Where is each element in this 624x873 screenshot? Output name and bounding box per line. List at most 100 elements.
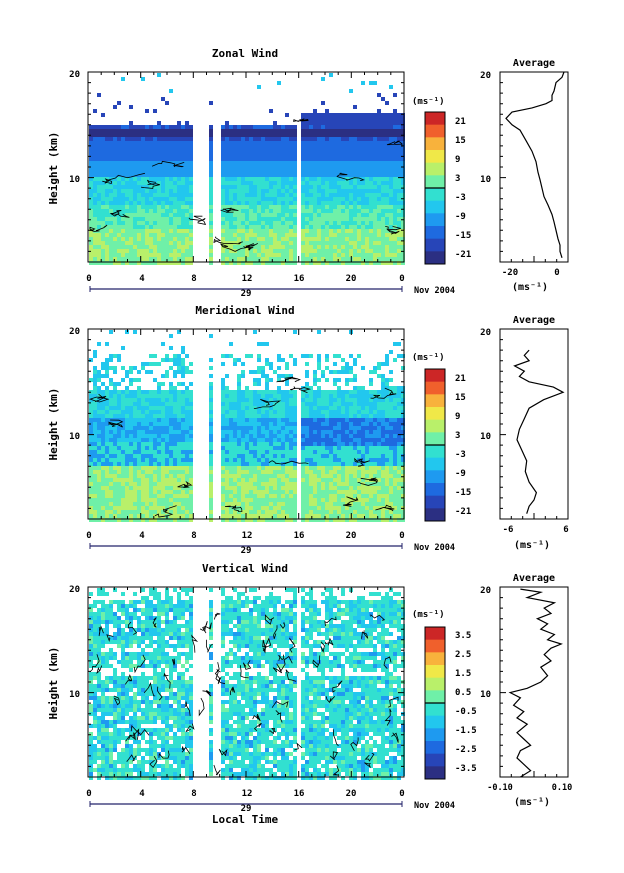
heatmap-cell bbox=[353, 193, 357, 197]
heatmap-cell bbox=[225, 434, 229, 438]
heatmap-cell bbox=[285, 458, 289, 462]
heatmap-cell bbox=[105, 253, 109, 257]
heatmap-cell bbox=[285, 478, 289, 482]
heatmap-cell bbox=[341, 249, 345, 253]
heatmap-cell bbox=[253, 249, 257, 253]
heatmap-cell bbox=[249, 426, 253, 430]
heatmap-cell bbox=[353, 237, 357, 241]
heatmap-cell bbox=[225, 237, 229, 241]
heatmap-cell bbox=[189, 237, 193, 241]
heatmap-cell bbox=[281, 518, 285, 522]
heatmap-cell bbox=[209, 133, 213, 137]
heatmap-cell bbox=[301, 125, 305, 129]
heatmap-cell bbox=[345, 466, 349, 470]
heatmap-cell bbox=[277, 209, 281, 213]
heatmap-cell bbox=[113, 406, 117, 410]
heatmap-cell bbox=[233, 173, 237, 177]
profile-ticks bbox=[499, 256, 569, 262]
heatmap-cell bbox=[133, 209, 137, 213]
heatmap-cell bbox=[157, 149, 161, 153]
heatmap-cell bbox=[261, 474, 265, 478]
heatmap-cell bbox=[253, 486, 257, 490]
heatmap-cell bbox=[245, 145, 249, 149]
heatmap-cell bbox=[165, 185, 169, 189]
heatmap-cell bbox=[321, 209, 325, 213]
heatmap-cell bbox=[373, 241, 377, 245]
heatmap-cell bbox=[265, 462, 269, 466]
heatmap-cell bbox=[369, 165, 373, 169]
heatmap-cell bbox=[281, 193, 285, 197]
heatmap-cell bbox=[157, 217, 161, 221]
heatmap-cell bbox=[209, 225, 213, 229]
heatmap-cell bbox=[361, 165, 365, 169]
heatmap-cell bbox=[145, 450, 149, 454]
heatmap-cell bbox=[169, 137, 173, 141]
heatmap-cell bbox=[181, 426, 185, 430]
heatmap-cell bbox=[181, 193, 185, 197]
heatmap-cell bbox=[165, 502, 169, 506]
heatmap-cell bbox=[317, 390, 321, 394]
heatmap-cell bbox=[173, 253, 177, 257]
heatmap-cell bbox=[109, 217, 113, 221]
heatmap-cell bbox=[385, 201, 389, 205]
heatmap-cell bbox=[289, 129, 293, 133]
heatmap-cell bbox=[265, 438, 269, 442]
heatmap-cell bbox=[241, 482, 245, 486]
heatmap-cell bbox=[253, 442, 257, 446]
heatmap-cell bbox=[293, 217, 297, 221]
heatmap-cell bbox=[89, 245, 93, 249]
heatmap-cell bbox=[189, 189, 193, 193]
heatmap-cell bbox=[129, 157, 133, 161]
heatmap-cell bbox=[357, 490, 361, 494]
heatmap-cell bbox=[265, 205, 269, 209]
heatmap-cell bbox=[153, 458, 157, 462]
heatmap-cell bbox=[93, 161, 97, 165]
heatmap-cell bbox=[281, 173, 285, 177]
heatmap-cell bbox=[109, 434, 113, 438]
heatmap-cell bbox=[273, 121, 277, 125]
heatmap-cell bbox=[401, 113, 405, 117]
heatmap-cell bbox=[333, 430, 337, 434]
heatmap-cell bbox=[357, 229, 361, 233]
heatmap-cell bbox=[373, 209, 377, 213]
heatmap-cell bbox=[337, 474, 341, 478]
heatmap-cell bbox=[129, 133, 133, 137]
heatmap-cell bbox=[161, 442, 165, 446]
heatmap-cell bbox=[357, 137, 361, 141]
heatmap-cell bbox=[349, 490, 353, 494]
heatmap-cell bbox=[357, 498, 361, 502]
heatmap-cell bbox=[333, 462, 337, 466]
heatmap-cell bbox=[289, 157, 293, 161]
heatmap-cell bbox=[273, 229, 277, 233]
heatmap-cell bbox=[261, 502, 265, 506]
heatmap-cell bbox=[345, 398, 349, 402]
heatmap-cell bbox=[317, 157, 321, 161]
heatmap-cell bbox=[385, 233, 389, 237]
heatmap-cell bbox=[289, 450, 293, 454]
heatmap-cell bbox=[253, 205, 257, 209]
heatmap-cell bbox=[169, 173, 173, 177]
heatmap-cell bbox=[285, 129, 289, 133]
heatmap-cell bbox=[233, 165, 237, 169]
heatmap-cell bbox=[377, 149, 381, 153]
heatmap-cell bbox=[305, 414, 309, 418]
heatmap-cell bbox=[321, 161, 325, 165]
heatmap-cell bbox=[265, 209, 269, 213]
heatmap-cell bbox=[265, 141, 269, 145]
heatmap-cell bbox=[125, 241, 129, 245]
heatmap-cell bbox=[329, 133, 333, 137]
heatmap-cell bbox=[149, 129, 153, 133]
heatmap-cell bbox=[273, 177, 277, 181]
heatmap-cell bbox=[185, 141, 189, 145]
heatmap-cell bbox=[185, 518, 189, 522]
heatmap-cell bbox=[153, 494, 157, 498]
heatmap-cell bbox=[269, 514, 273, 518]
heatmap-cell bbox=[257, 221, 261, 225]
heatmap-cell bbox=[165, 442, 169, 446]
heatmap-cell bbox=[249, 149, 253, 153]
heatmap-cell bbox=[113, 438, 117, 442]
heatmap-cell bbox=[141, 137, 145, 141]
heatmap-cell bbox=[337, 133, 341, 137]
heatmap-cell bbox=[177, 233, 181, 237]
heatmap-cell bbox=[329, 173, 333, 177]
